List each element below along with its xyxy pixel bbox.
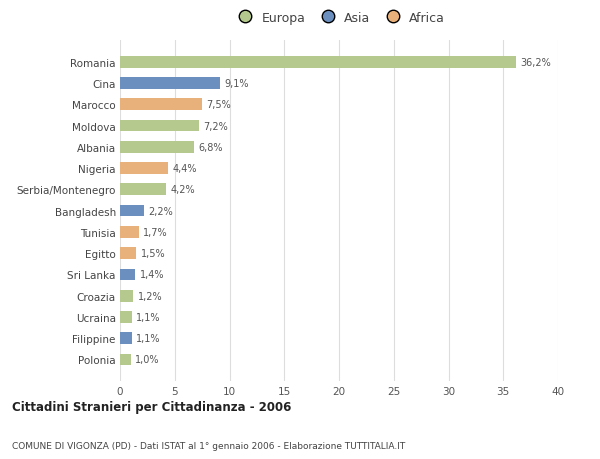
Text: COMUNE DI VIGONZA (PD) - Dati ISTAT al 1° gennaio 2006 - Elaborazione TUTTITALIA: COMUNE DI VIGONZA (PD) - Dati ISTAT al 1… bbox=[12, 441, 405, 450]
Bar bbox=[120, 290, 133, 302]
Text: Cittadini Stranieri per Cittadinanza - 2006: Cittadini Stranieri per Cittadinanza - 2… bbox=[12, 400, 292, 413]
Text: 1,0%: 1,0% bbox=[136, 355, 160, 365]
Bar bbox=[120, 163, 168, 174]
Text: 1,4%: 1,4% bbox=[140, 270, 164, 280]
Text: 1,1%: 1,1% bbox=[136, 334, 161, 343]
Text: 6,8%: 6,8% bbox=[199, 142, 223, 152]
Bar bbox=[120, 333, 132, 344]
Bar bbox=[120, 354, 131, 365]
Bar bbox=[120, 78, 220, 90]
Bar bbox=[120, 248, 136, 259]
Bar bbox=[120, 227, 139, 238]
Text: 9,1%: 9,1% bbox=[224, 79, 248, 89]
Bar bbox=[120, 142, 194, 153]
Text: 1,2%: 1,2% bbox=[137, 291, 162, 301]
Bar bbox=[120, 57, 517, 68]
Text: 1,5%: 1,5% bbox=[141, 249, 166, 258]
Text: 36,2%: 36,2% bbox=[521, 57, 551, 67]
Bar bbox=[120, 311, 132, 323]
Text: 1,7%: 1,7% bbox=[143, 227, 167, 237]
Text: 4,2%: 4,2% bbox=[170, 185, 195, 195]
Bar bbox=[120, 99, 202, 111]
Text: 2,2%: 2,2% bbox=[148, 206, 173, 216]
Legend: Europa, Asia, Africa: Europa, Asia, Africa bbox=[228, 7, 450, 30]
Bar bbox=[120, 120, 199, 132]
Text: 1,1%: 1,1% bbox=[136, 312, 161, 322]
Text: 4,4%: 4,4% bbox=[173, 164, 197, 174]
Bar bbox=[120, 184, 166, 196]
Text: 7,2%: 7,2% bbox=[203, 121, 228, 131]
Bar bbox=[120, 269, 136, 280]
Text: 7,5%: 7,5% bbox=[206, 100, 231, 110]
Bar bbox=[120, 205, 144, 217]
